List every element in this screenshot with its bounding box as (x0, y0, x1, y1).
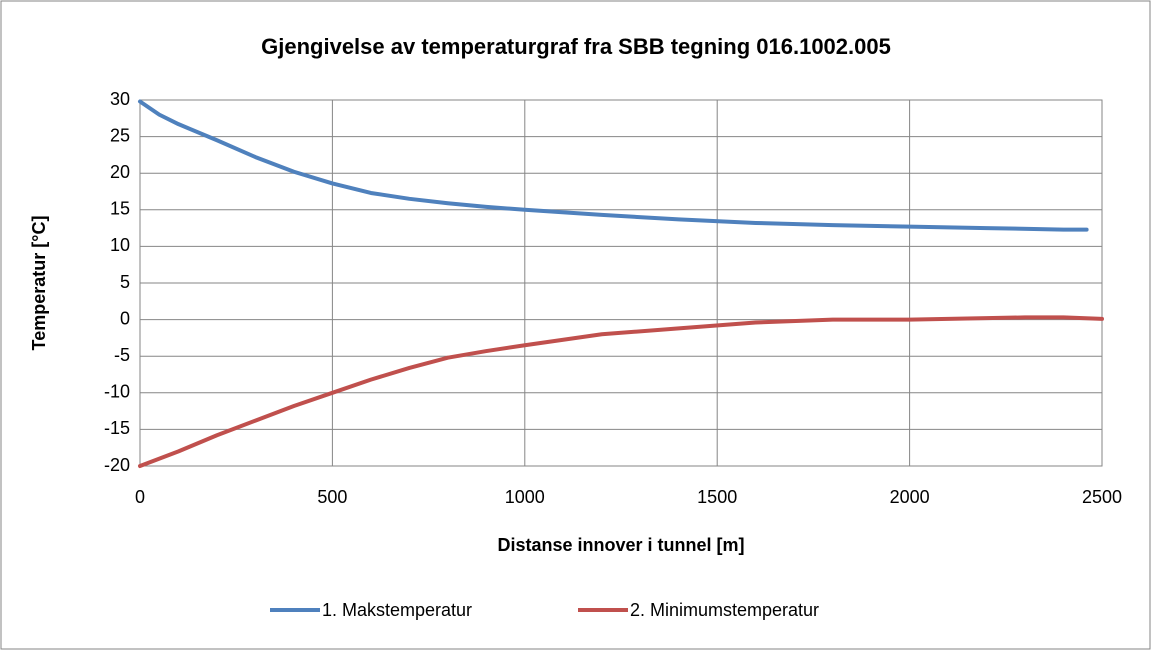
y-tick-label: -10 (104, 382, 130, 402)
series-line (138, 99, 1089, 232)
y-tick-label: 30 (110, 89, 130, 109)
y-tick-label: 15 (110, 199, 130, 219)
legend-label: 2. Minimumstemperatur (630, 600, 819, 620)
legend-label: 1. Makstemperatur (322, 600, 472, 620)
y-tick-label: 25 (110, 125, 130, 145)
x-tick-label: 1000 (505, 487, 545, 507)
y-tick-label: 5 (120, 272, 130, 292)
series-line (138, 315, 1104, 468)
y-axis-label: Temperatur [°C] (29, 216, 49, 351)
y-tick-label: -20 (104, 455, 130, 475)
x-tick-label: 1500 (697, 487, 737, 507)
x-axis-label: Distanse innover i tunnel [m] (497, 535, 744, 555)
x-tick-label: 500 (317, 487, 347, 507)
y-tick-label: 0 (120, 308, 130, 328)
y-tick-label: 10 (110, 235, 130, 255)
y-tick-label: -15 (104, 418, 130, 438)
x-tick-label: 0 (135, 487, 145, 507)
x-tick-label: 2500 (1082, 487, 1122, 507)
y-tick-label: -5 (114, 345, 130, 365)
x-tick-label: 2000 (890, 487, 930, 507)
y-tick-label: 20 (110, 162, 130, 182)
chart-title: Gjengivelse av temperaturgraf fra SBB te… (261, 34, 891, 59)
